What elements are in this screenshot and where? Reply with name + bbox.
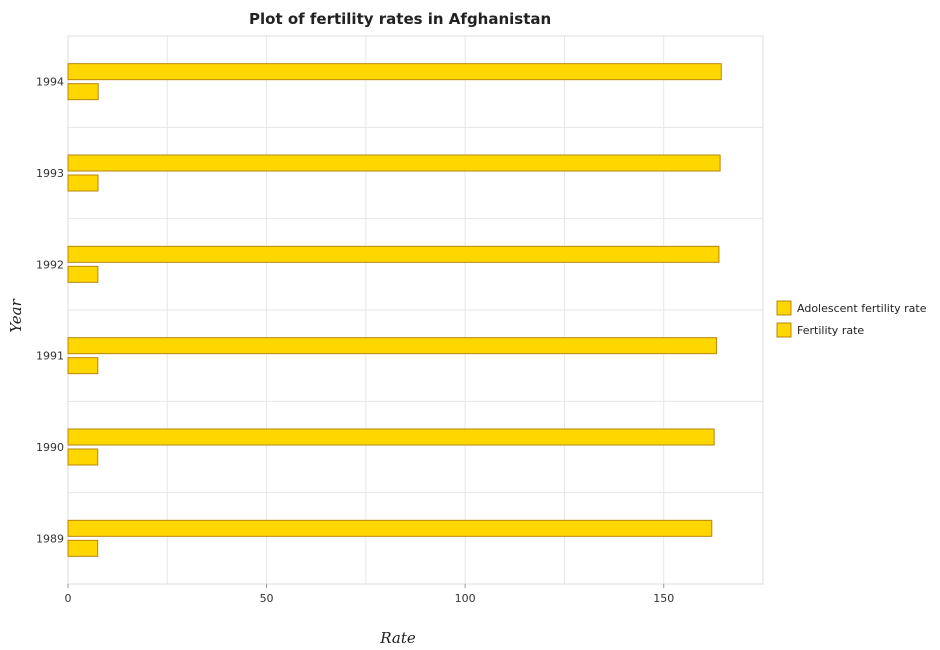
legend-swatch [776,300,792,316]
y-tick-label: 1989 [36,532,64,545]
bar-fertility-rate [67,83,99,101]
y-tick-label: 1992 [36,258,64,271]
y-axis-label: Year [7,298,25,332]
bar-adolescent-fertility-rate [67,337,718,355]
bar-fertility-rate [67,448,99,466]
legend: Adolescent fertility rate Fertility rate [776,300,927,338]
y-tick-label: 1990 [36,441,64,454]
bar-adolescent-fertility-rate [67,519,713,537]
x-tick-label: 50 [260,592,274,605]
chart-title: Plot of fertility rates in Afghanistan [249,10,551,28]
bars [67,63,722,557]
bar-fertility-rate [67,357,99,375]
bar-adolescent-fertility-rate [67,428,715,446]
bar-adolescent-fertility-rate [67,245,720,263]
x-tick-label: 0 [65,592,72,605]
x-tick-labels: 0 50 100 150 [65,584,674,605]
y-tick-label: 1994 [36,76,64,89]
x-axis-label: Rate [379,629,416,647]
bar-adolescent-fertility-rate [67,63,722,81]
plot-area [67,35,764,585]
y-tick-label: 1993 [36,167,64,180]
legend-label: Adolescent fertility rate [797,302,927,315]
x-tick-label: 150 [653,592,674,605]
legend-label: Fertility rate [797,324,864,337]
grid [67,35,764,585]
y-tick-labels: 1989 1990 1991 1992 1993 1994 [36,76,64,546]
y-tick-label: 1991 [36,350,64,363]
bar-adolescent-fertility-rate [67,154,721,172]
x-tick-label: 100 [455,592,476,605]
bar-fertility-rate [67,539,99,557]
legend-swatch [776,322,792,338]
bar-fertility-rate [67,265,99,283]
bar-fertility-rate [67,174,99,192]
